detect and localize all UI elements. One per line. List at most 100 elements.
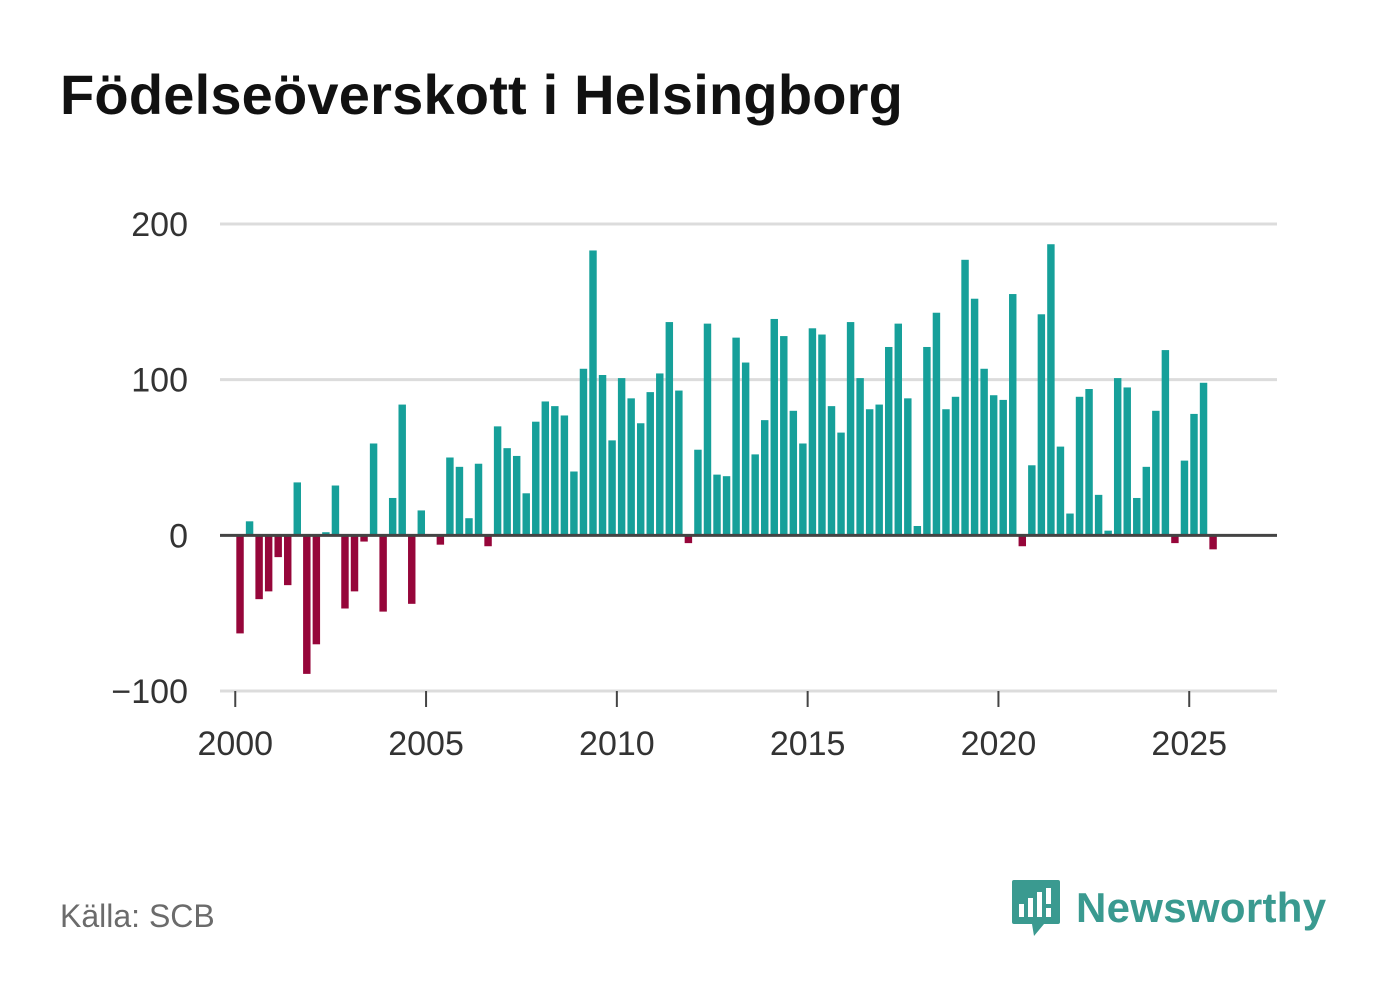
bar bbox=[1113, 378, 1122, 536]
bar bbox=[818, 334, 826, 536]
bar bbox=[1161, 350, 1170, 536]
bar bbox=[322, 532, 330, 536]
bar bbox=[627, 398, 635, 536]
bar bbox=[751, 454, 759, 536]
bar bbox=[980, 368, 988, 536]
x-tick-label: 2015 bbox=[770, 725, 846, 763]
bar bbox=[1199, 382, 1208, 536]
bar bbox=[961, 259, 969, 536]
bar bbox=[512, 455, 521, 536]
bar bbox=[1142, 466, 1151, 536]
bars bbox=[236, 244, 1217, 674]
bar bbox=[675, 390, 683, 536]
bar bbox=[532, 421, 540, 536]
bar bbox=[1209, 535, 1217, 550]
bar bbox=[284, 535, 292, 586]
bar bbox=[1094, 494, 1103, 536]
bar bbox=[780, 336, 788, 536]
bar bbox=[923, 346, 931, 536]
chart-title: Födelseöverskott i Helsingborg bbox=[60, 63, 904, 126]
bar bbox=[970, 298, 979, 536]
bar bbox=[560, 415, 569, 536]
bar bbox=[760, 420, 769, 536]
bar bbox=[885, 346, 893, 536]
bar bbox=[1171, 535, 1179, 544]
bar bbox=[694, 449, 702, 536]
bar bbox=[808, 328, 817, 536]
bar bbox=[913, 525, 922, 536]
bar bbox=[999, 399, 1007, 536]
bar bbox=[1180, 460, 1189, 536]
bar bbox=[408, 535, 416, 604]
bar bbox=[713, 474, 721, 536]
bar bbox=[388, 497, 397, 536]
bar bbox=[274, 535, 282, 558]
newsworthy-logo[interactable]: Newsworthy bbox=[1010, 878, 1326, 938]
y-tick-label: −100 bbox=[111, 673, 188, 711]
bar bbox=[503, 448, 511, 536]
bar bbox=[522, 493, 530, 536]
bar bbox=[1123, 387, 1131, 536]
bar bbox=[465, 518, 473, 536]
x-tick-label: 2000 bbox=[197, 725, 273, 763]
bar bbox=[989, 395, 998, 536]
bar bbox=[789, 410, 798, 536]
bar bbox=[1152, 410, 1160, 536]
x-tick-label: 2010 bbox=[579, 725, 655, 763]
bar bbox=[636, 423, 645, 536]
bar bbox=[608, 440, 616, 536]
bar bbox=[1075, 396, 1084, 536]
bar bbox=[617, 378, 626, 536]
bar bbox=[1009, 294, 1017, 536]
bar bbox=[570, 471, 578, 536]
bar bbox=[589, 250, 597, 536]
bar bbox=[1066, 513, 1074, 536]
bar bbox=[541, 401, 550, 536]
x-tick-label: 2005 bbox=[388, 725, 464, 763]
bar bbox=[1085, 389, 1093, 536]
bar bbox=[894, 323, 902, 536]
bar bbox=[417, 510, 426, 536]
bar bbox=[331, 485, 340, 536]
bar bbox=[474, 463, 483, 536]
bar bbox=[341, 535, 349, 609]
bar bbox=[236, 535, 244, 634]
bar bbox=[312, 535, 321, 645]
brand-name: Newsworthy bbox=[1076, 884, 1327, 931]
bar bbox=[732, 337, 740, 536]
bar bbox=[1028, 465, 1036, 536]
bar bbox=[303, 535, 311, 674]
bar bbox=[827, 406, 836, 536]
bar bbox=[455, 466, 464, 536]
x-tick-label: 2020 bbox=[961, 725, 1037, 763]
bar bbox=[656, 373, 664, 536]
bar bbox=[579, 368, 588, 536]
bar bbox=[1104, 530, 1112, 536]
source-label: Källa: SCB bbox=[60, 898, 215, 934]
bar bbox=[942, 409, 950, 536]
bar bbox=[799, 443, 807, 536]
bar bbox=[1018, 535, 1027, 547]
bar bbox=[1190, 413, 1198, 536]
y-tick-label: 100 bbox=[131, 362, 188, 400]
bar bbox=[703, 323, 712, 536]
bar bbox=[598, 374, 607, 536]
bar bbox=[398, 404, 406, 536]
bar bbox=[684, 535, 693, 544]
y-tick-label: 200 bbox=[131, 206, 188, 244]
bar bbox=[1133, 497, 1141, 536]
bar bbox=[264, 535, 273, 592]
bar bbox=[551, 406, 559, 536]
bar bbox=[856, 378, 864, 536]
bar bbox=[360, 535, 368, 542]
bar bbox=[484, 535, 492, 547]
bar bbox=[846, 322, 855, 536]
bar bbox=[245, 521, 254, 536]
bar bbox=[1047, 244, 1055, 536]
bar bbox=[932, 312, 941, 536]
bar bbox=[722, 476, 731, 536]
bar bbox=[904, 398, 912, 536]
bar bbox=[646, 392, 654, 536]
bar bbox=[665, 322, 674, 536]
